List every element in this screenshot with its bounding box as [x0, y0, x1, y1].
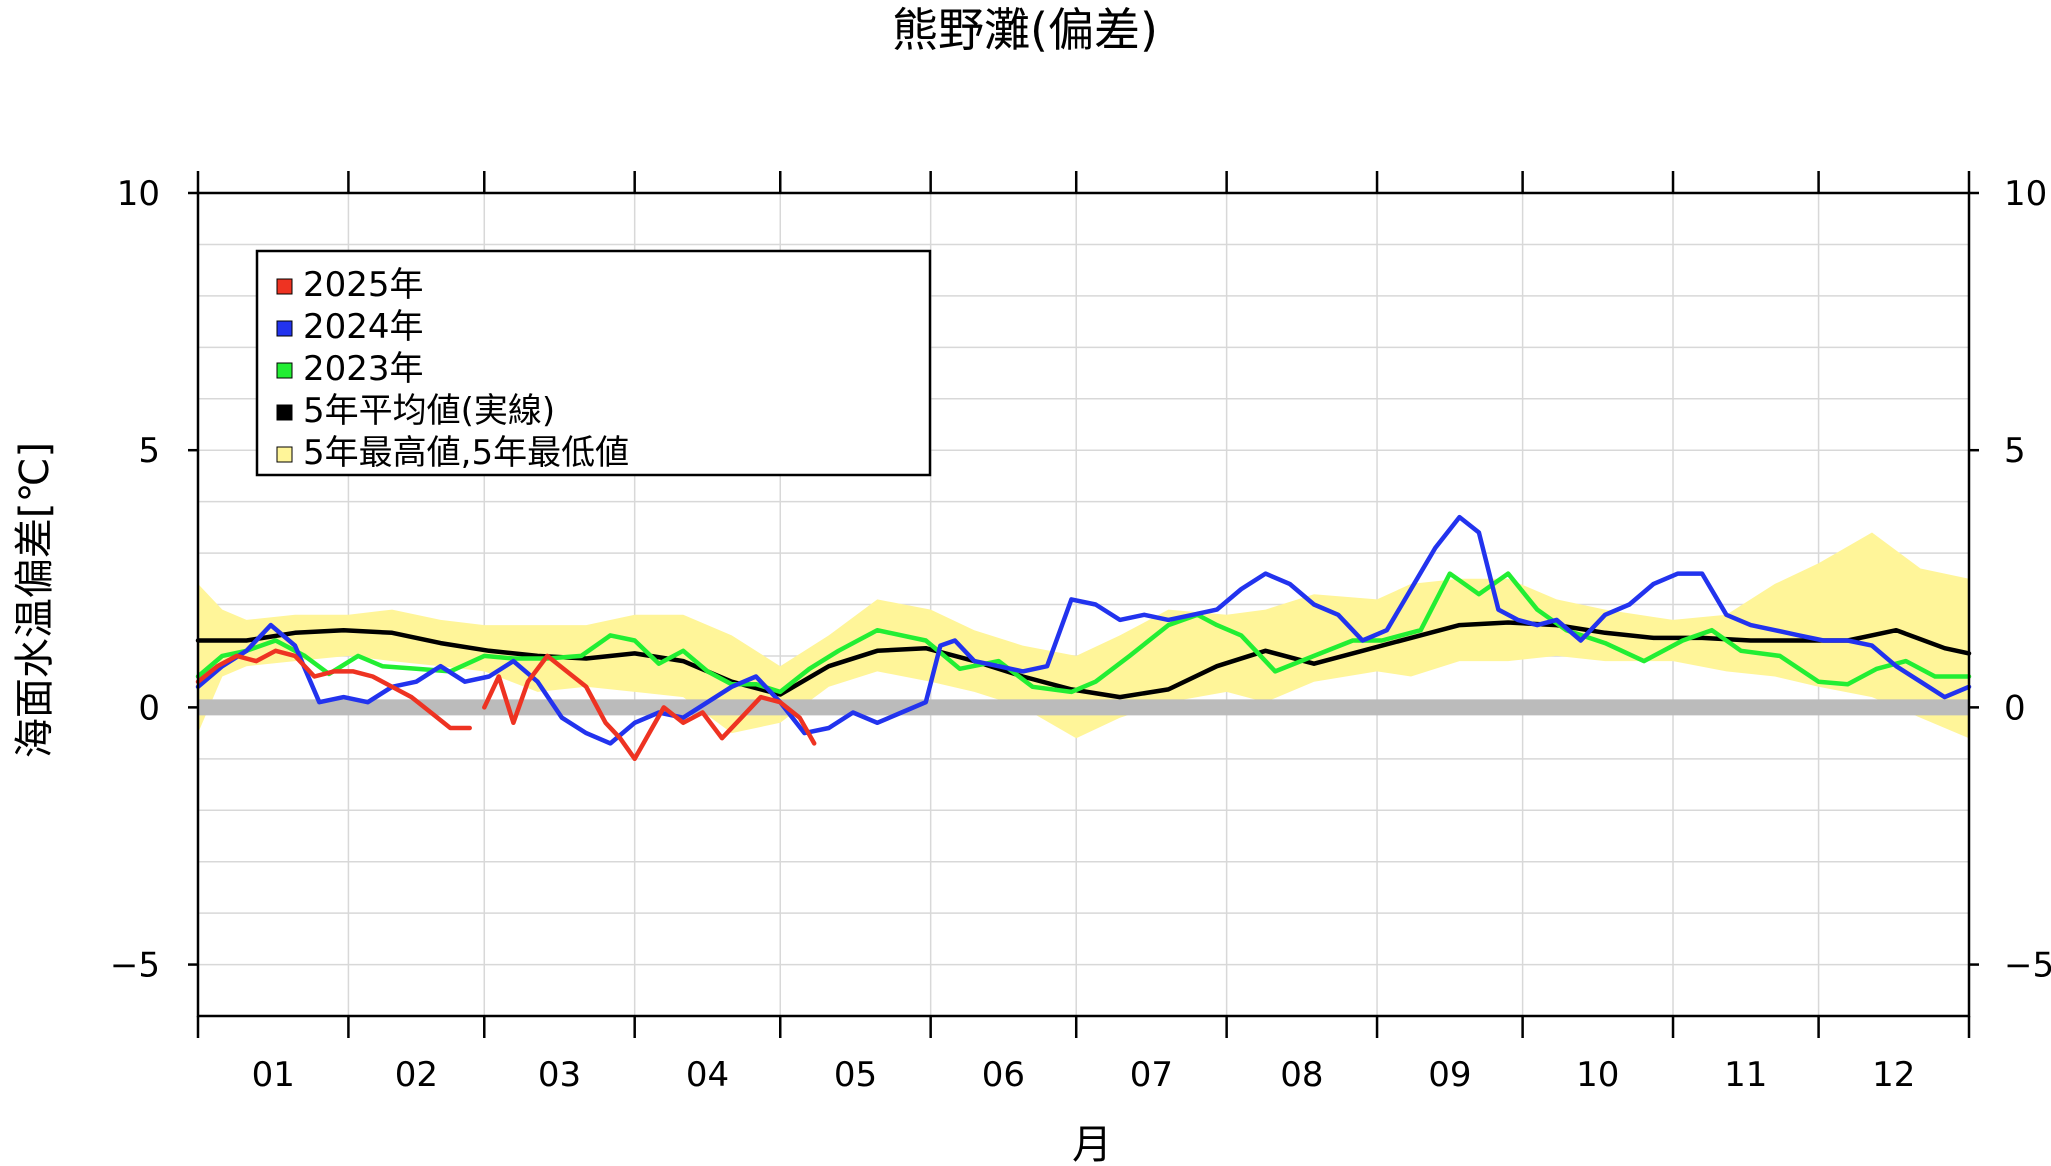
series-line-2023 [195, 571, 1972, 695]
band-5yr-range [198, 532, 1969, 739]
y-tick-label-left: −5 [110, 946, 160, 986]
legend-box [255, 249, 932, 477]
x-tick-label: 11 [1724, 1055, 1767, 1095]
legend-swatch-2025 [276, 278, 293, 295]
x-tick-label: 01 [252, 1055, 295, 1095]
y-tick-label-right: 10 [2004, 174, 2047, 214]
y-tick-label-right: −5 [2004, 946, 2051, 986]
series-line-2025 [195, 648, 472, 731]
x-tick-label: 10 [1576, 1055, 1619, 1095]
legend-swatch-range [276, 446, 293, 463]
y-tick-label-right: 5 [2004, 431, 2026, 471]
y-axis-label: 海面水温偏差[℃] [12, 442, 58, 758]
x-tick-label: 09 [1428, 1055, 1471, 1095]
legend-label-2023: 2023年 [303, 349, 424, 389]
legend-label-2025: 2025年 [303, 265, 424, 305]
x-tick-label: 02 [395, 1055, 438, 1095]
legend-label-range: 5年最高値,5年最低値 [303, 433, 629, 473]
x-axis-label: 月 [1072, 1122, 1112, 1166]
y-tick-label-left: 5 [138, 431, 160, 471]
chart-title: 熊野灘(偏差) [892, 3, 1158, 57]
series-line-2024 [195, 514, 1972, 746]
legend: 2025年 2024年 2023年 5年平均値(実線) 5年最高値,5年最低値 [255, 249, 932, 477]
series-layer [195, 514, 1972, 762]
legend-label-2024: 2024年 [303, 307, 424, 347]
x-tick-label: 05 [834, 1055, 877, 1095]
y-tick-label-left: 10 [117, 174, 160, 214]
legend-label-average: 5年平均値(実線) [303, 391, 555, 431]
x-tick-label: 06 [982, 1055, 1025, 1095]
x-tick-label: 08 [1280, 1055, 1323, 1095]
legend-swatch-2023 [276, 362, 293, 379]
legend-swatch-2024 [276, 320, 293, 337]
x-tick-label: 03 [538, 1055, 581, 1095]
x-tick-label: 04 [686, 1055, 729, 1095]
y-tick-label-left: 0 [138, 688, 160, 728]
series-line-2025 [482, 653, 817, 762]
x-tick-label: 07 [1130, 1055, 1173, 1095]
plot-frame [196, 191, 1971, 1018]
legend-swatch-average [276, 404, 293, 421]
x-tick-label: 12 [1872, 1055, 1915, 1095]
y-tick-label-right: 0 [2004, 688, 2026, 728]
